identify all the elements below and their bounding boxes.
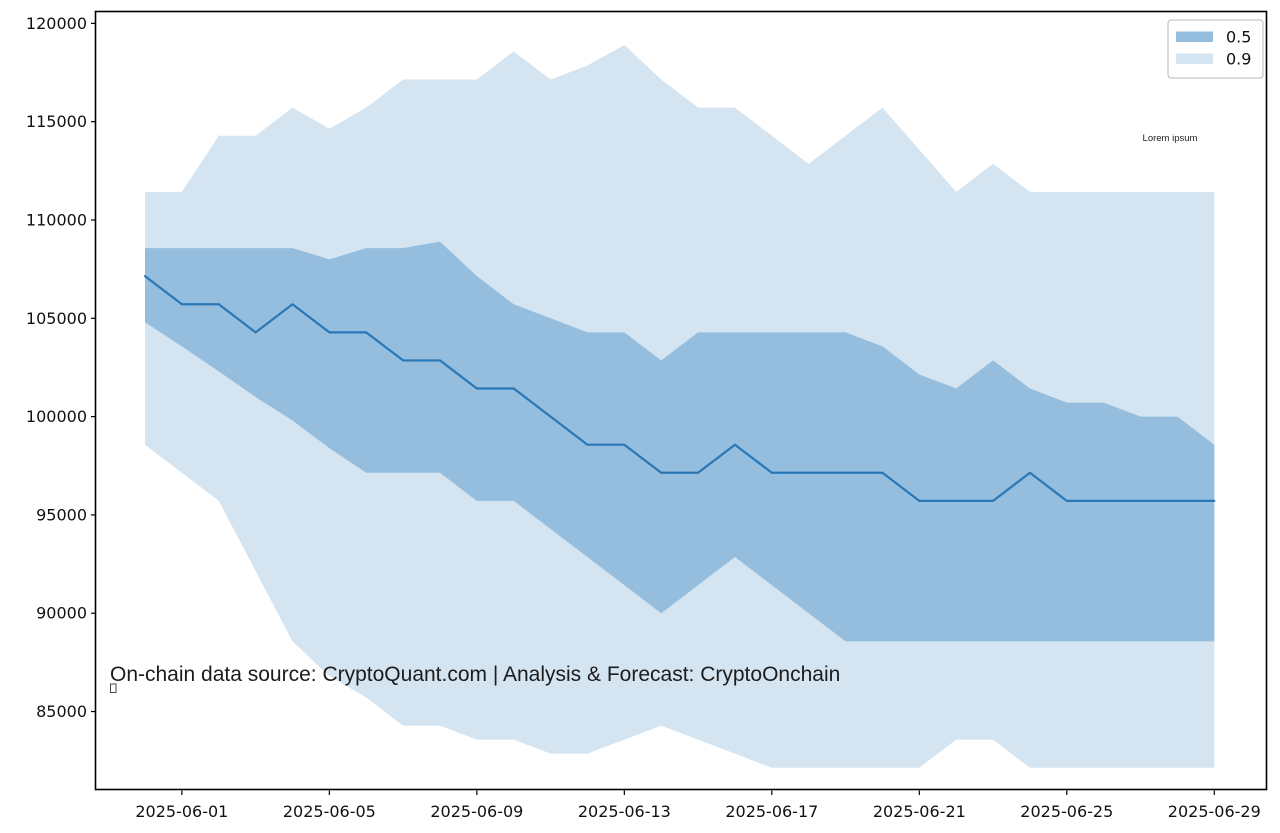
y-tick-label: 105000 (26, 309, 87, 328)
x-tick-label: 2025-06-29 (1168, 802, 1261, 821)
source-annotation: On-chain data source: CryptoQuant.com | … (110, 663, 840, 686)
x-tick-label: 2025-06-13 (578, 802, 671, 821)
band-0.5 (145, 241, 1215, 642)
legend-label-0.9: 0.9 (1226, 50, 1251, 69)
x-tick-label: 2025-06-17 (725, 802, 818, 821)
x-tick-label: 2025-06-01 (135, 802, 228, 821)
x-tick-label: 2025-06-21 (873, 802, 966, 821)
legend-swatch-0.9 (1176, 53, 1213, 64)
y-tick-label: 90000 (36, 604, 87, 623)
x-tick-label: 2025-06-09 (430, 802, 523, 821)
axes-ticks: 85000 90000 95000 100000 105000 110000 115000 1… (26, 14, 1261, 821)
missing-glyph-box (110, 683, 117, 693)
y-tick-label: 115000 (26, 112, 87, 131)
plot-border (94, 10, 1268, 791)
legend: 0.5 0.9 (1167, 19, 1264, 79)
watermark-text: Lorem ipsum (1143, 133, 1198, 144)
legend-label-0.5: 0.5 (1226, 28, 1251, 47)
y-tick-label: 110000 (26, 210, 87, 229)
median-line (143, 275, 1216, 502)
y-tick-label: 120000 (26, 14, 87, 33)
x-tick-label: 2025-06-05 (283, 802, 376, 821)
y-tick-label: 85000 (36, 702, 87, 721)
legend-swatch-0.5 (1176, 31, 1213, 42)
median-forecast-line (143, 275, 1216, 502)
y-tick-label: 100000 (26, 407, 87, 426)
x-tick-label: 2025-06-25 (1020, 802, 1113, 821)
y-tick-label: 95000 (36, 505, 87, 524)
confidence-bands (145, 44, 1215, 768)
